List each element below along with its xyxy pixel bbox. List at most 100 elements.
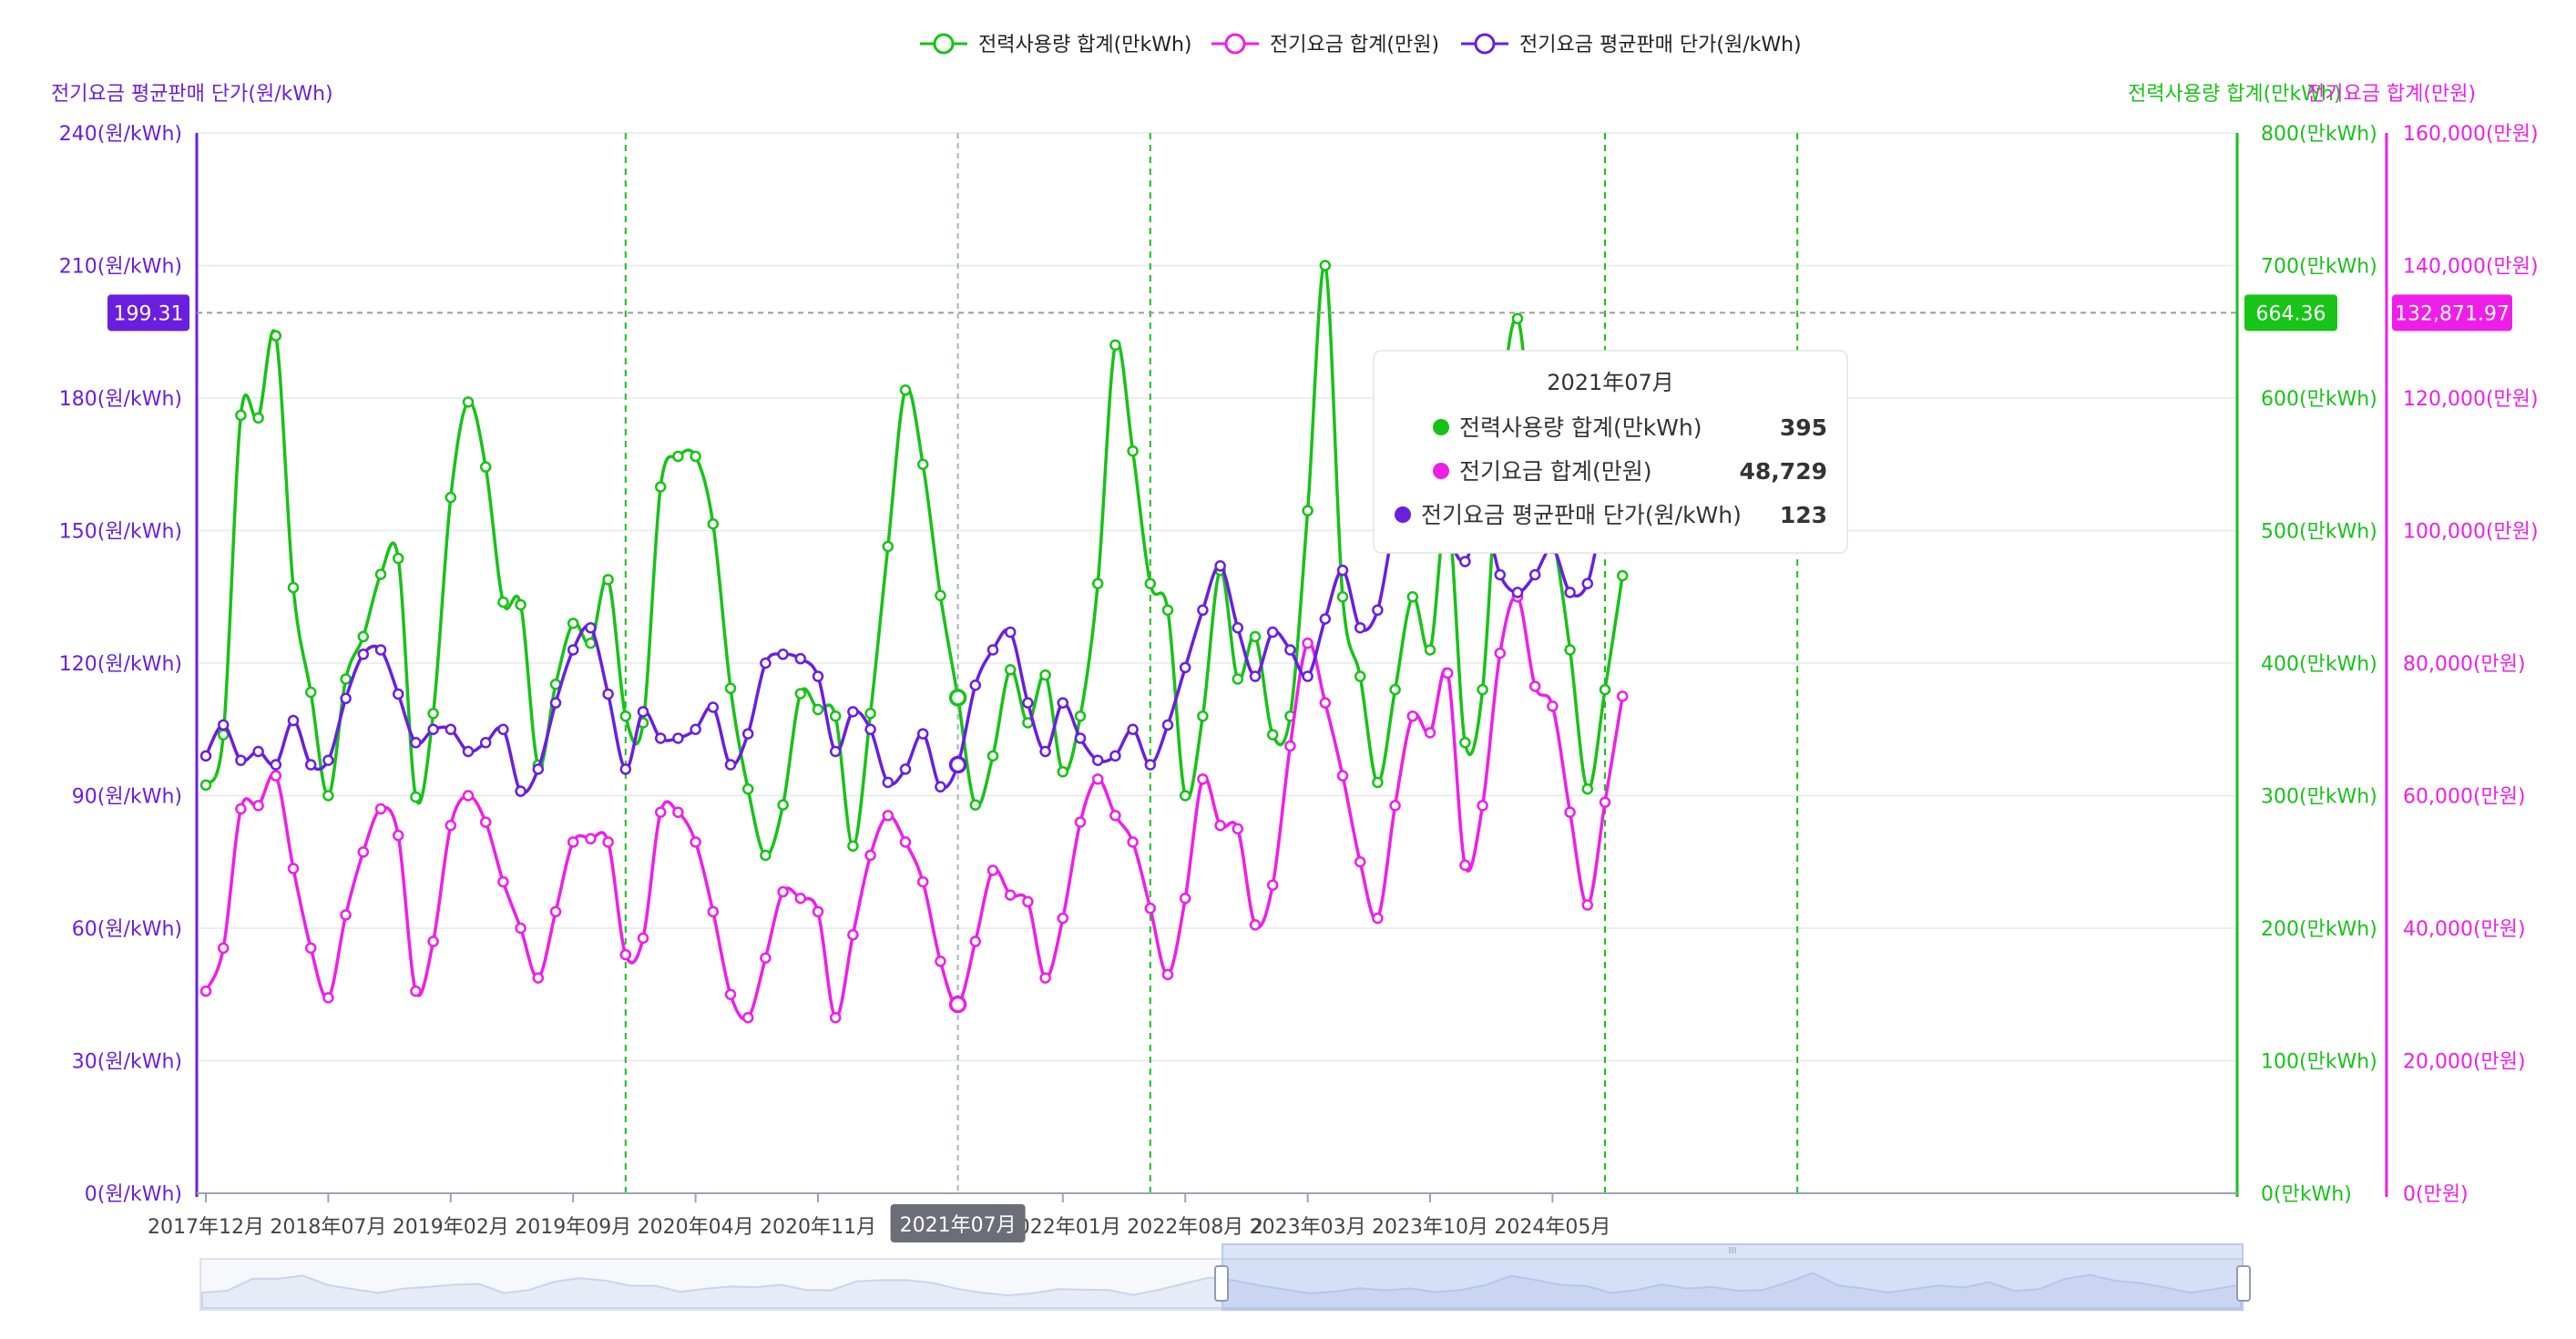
x-tick-label: 2020年11月 xyxy=(760,1216,876,1239)
data-point-fee xyxy=(567,836,579,848)
data-point-price xyxy=(1336,564,1349,577)
data-point-price xyxy=(1232,621,1244,634)
data-point-usage xyxy=(829,710,842,722)
data-point-usage xyxy=(935,589,946,602)
data-point-fee xyxy=(829,1011,842,1024)
data-point-usage xyxy=(1354,670,1366,682)
data-point-price xyxy=(637,706,649,718)
data-point-usage xyxy=(1389,683,1401,696)
data-point-fee xyxy=(1214,819,1226,832)
tooltip-fee-label: 전기요금 합계(만원) xyxy=(1459,458,1651,485)
data-point-fee xyxy=(252,800,264,812)
data-point-fee xyxy=(1372,912,1384,925)
navigator-handle-left[interactable] xyxy=(1214,1265,1229,1302)
data-point-price xyxy=(935,781,946,793)
right1-axis-title: 전력사용량 합계(만kWh) xyxy=(2128,83,2342,106)
crosshair-right1-label: 664.36 xyxy=(2256,302,2326,325)
data-point-price xyxy=(1074,732,1087,744)
data-point-usage xyxy=(199,779,212,792)
data-point-usage xyxy=(1266,729,1279,741)
x-tick-label-partial: 2 xyxy=(1251,1216,1263,1239)
data-point-price xyxy=(410,737,422,749)
data-point-price xyxy=(1144,759,1157,771)
data-point-fee xyxy=(1266,879,1279,891)
data-point-price xyxy=(1528,568,1541,581)
data-point-price xyxy=(235,754,247,766)
data-point-fee xyxy=(217,942,230,955)
data-point-fee xyxy=(1441,667,1454,680)
data-point-usage xyxy=(619,710,632,722)
right2-tick-label: 80,000(만원) xyxy=(2403,653,2526,676)
left-tick-label: 150(원/kWh) xyxy=(59,521,182,544)
legend-item-fee[interactable]: 전기요금 합계(만원) xyxy=(1211,33,1439,56)
data-point-fee xyxy=(410,985,422,997)
navigator-handle-right[interactable] xyxy=(2236,1265,2251,1302)
data-point-usage xyxy=(270,330,282,342)
legend-item-usage[interactable]: 전력사용량 합계(만kWh) xyxy=(920,33,1192,56)
data-point-price xyxy=(357,649,370,660)
crosshair: 199.31 664.36 132,871.97 2021年07月 xyxy=(107,133,2512,1242)
navigator[interactable]: III xyxy=(199,1243,2251,1311)
legend-usage-marker xyxy=(933,33,955,55)
data-point-usage xyxy=(986,750,999,762)
data-point-price xyxy=(1127,723,1139,735)
tooltip-price-dot xyxy=(1395,506,1411,523)
navigator-drag-grip[interactable]: III xyxy=(1729,1246,1737,1256)
data-point-fee xyxy=(794,893,807,905)
data-point-fee xyxy=(427,935,439,947)
data-point-usage xyxy=(690,450,701,463)
legend-price-label: 전기요금 평균판매 단가(원/kWh) xyxy=(1519,34,1802,56)
data-point-price xyxy=(619,763,632,775)
data-point-fee xyxy=(637,932,649,945)
legend-item-price[interactable]: 전기요금 평균판매 단가(원/kWh) xyxy=(1461,33,1802,56)
data-point-price xyxy=(690,723,701,735)
right1-tick-label: 200(만kWh) xyxy=(2261,918,2377,941)
left-axis-title: 전기요금 평균판매 단가(원/kWh) xyxy=(51,83,333,106)
data-point-fee xyxy=(986,864,999,876)
data-point-usage xyxy=(1004,664,1017,676)
series-line-usage xyxy=(204,263,1624,857)
navigator-selection[interactable] xyxy=(1222,1243,2244,1311)
right2-tick-label: 40,000(만원) xyxy=(2403,918,2526,941)
data-point-usage xyxy=(899,384,912,396)
data-point-price xyxy=(1022,697,1034,709)
data-point-usage xyxy=(864,708,876,720)
data-point-price xyxy=(899,763,912,775)
left-tick-label: 120(원/kWh) xyxy=(59,653,182,676)
data-point-usage xyxy=(724,682,737,694)
data-point-usage xyxy=(1477,683,1488,696)
data-point-usage xyxy=(1302,505,1314,516)
data-point-fee xyxy=(777,885,789,898)
data-point-fee xyxy=(707,905,720,918)
data-point-price xyxy=(724,759,737,771)
data-point-fee xyxy=(1424,727,1436,739)
data-point-fee xyxy=(1616,690,1629,702)
x-tick-label: 2019年09月 xyxy=(515,1216,631,1239)
data-point-fee xyxy=(549,905,562,918)
data-point-usage xyxy=(916,458,929,470)
legend-fee-marker xyxy=(1224,33,1246,55)
right1-tick-label: 300(만kWh) xyxy=(2261,786,2377,809)
data-point-price xyxy=(847,706,859,718)
data-point-fee xyxy=(899,836,912,848)
tooltip: 2021年07月 전력사용량 합계(만kWh) 395 전기요금 합계(만원) … xyxy=(1373,350,1848,554)
data-point-price xyxy=(567,644,579,656)
data-point-price xyxy=(829,745,842,758)
data-point-price xyxy=(916,728,929,740)
data-point-usage xyxy=(882,540,894,553)
right1-tick-label: 800(만kWh) xyxy=(2261,123,2377,146)
data-point-fee xyxy=(532,972,545,984)
right1-tick-label: 500(만kWh) xyxy=(2261,521,2377,544)
series-usage xyxy=(199,260,1629,862)
left-tick-label: 30(원/kWh) xyxy=(72,1051,182,1074)
data-point-usage xyxy=(1144,578,1157,589)
data-point-price xyxy=(1179,661,1191,674)
legend-price-marker xyxy=(1474,33,1496,55)
data-point-usage xyxy=(1074,710,1087,722)
data-point-fee xyxy=(1091,773,1104,785)
data-point-usage xyxy=(427,708,439,720)
data-point-price xyxy=(322,754,334,766)
data-point-price xyxy=(794,652,807,665)
data-point-fee xyxy=(1319,697,1332,709)
data-point-price xyxy=(1564,587,1576,598)
